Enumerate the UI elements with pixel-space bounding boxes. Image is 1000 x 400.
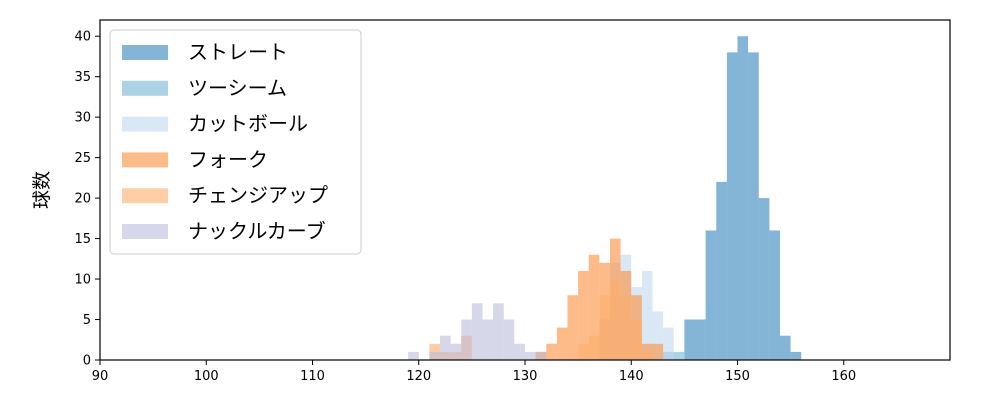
bar-series-3-bin-4 xyxy=(578,270,589,360)
legend-box xyxy=(109,29,362,255)
x-tick-label: 160 xyxy=(831,369,856,384)
bar-series-3-bin-1 xyxy=(546,343,557,360)
bar-series-0-bin-5 xyxy=(737,36,749,360)
bar-series-0-bin-3 xyxy=(716,181,727,360)
bar-series-5-bin-5 xyxy=(471,303,483,360)
y-tick-label: 40 xyxy=(74,30,91,45)
bar-series-4-bin-8 xyxy=(610,279,621,360)
bar-series-0-bin-4 xyxy=(726,52,738,360)
bar-series-2-bin-6 xyxy=(663,327,674,360)
bar-series-4-bin-10 xyxy=(631,319,642,360)
y-tick-label: 25 xyxy=(74,151,91,166)
bar-series-0-bin-6 xyxy=(748,52,759,360)
y-axis: 0 5 10 15 20 25 30 35 40 xyxy=(74,30,100,369)
legend-label: チェンジアップ xyxy=(188,183,328,207)
y-tick-label: 20 xyxy=(74,192,91,207)
legend-label: ストレート xyxy=(188,40,288,64)
bar-series-0-bin-7 xyxy=(758,198,770,360)
bar-series-4-bin-9 xyxy=(620,295,632,360)
x-tick-label: 150 xyxy=(725,369,750,384)
bar-series-5-bin-7 xyxy=(493,303,504,360)
bar-series-4-bin-11 xyxy=(641,351,653,360)
bar-series-5-bin-10 xyxy=(525,351,536,360)
bar-series-4-bin-6 xyxy=(588,335,600,360)
bar-series-5-bin-3 xyxy=(450,343,462,360)
bar-series-3-bin-5 xyxy=(588,254,600,360)
legend-label: カットボール xyxy=(188,112,308,136)
y-axis-label: 球数 xyxy=(31,171,53,209)
bar-series-5-bin-9 xyxy=(514,343,525,360)
legend-swatch xyxy=(122,45,168,60)
legend-swatch xyxy=(122,188,168,204)
bar-series-5-bin-6 xyxy=(482,319,494,360)
legend-swatch xyxy=(122,116,168,132)
x-tick-label: 100 xyxy=(194,369,219,384)
legend-swatch xyxy=(122,152,168,168)
legend-swatch xyxy=(122,80,168,96)
bar-series-5-bin-8 xyxy=(503,319,515,360)
bars-layer xyxy=(408,36,802,360)
bar-series-0-bin-1 xyxy=(684,319,706,360)
y-tick-label: 15 xyxy=(74,232,91,247)
bar-series-0-bin-8 xyxy=(769,230,780,360)
bar-series-2-bin-4 xyxy=(641,270,653,360)
bar-series-3-bin-2 xyxy=(556,327,568,360)
bar-series-5-bin-11 xyxy=(535,351,547,360)
bar-series-4-bin-5 xyxy=(578,343,589,360)
y-tick-label: 30 xyxy=(74,111,91,126)
y-tick-label: 35 xyxy=(74,70,91,85)
bar-series-0-bin-10 xyxy=(790,351,802,360)
bar-series-5-bin-2 xyxy=(440,335,451,360)
legend-swatch xyxy=(122,224,168,239)
x-tick-label: 120 xyxy=(406,369,431,384)
x-tick-label: 90 xyxy=(92,369,109,384)
legend-label: ナックルカーブ xyxy=(188,219,326,243)
bar-series-0-bin-9 xyxy=(780,335,791,360)
bar-series-5-bin-4 xyxy=(461,319,472,360)
legend-label: ツーシーム xyxy=(188,76,287,100)
bar-series-3-bin-3 xyxy=(567,295,579,360)
bar-series-2-bin-5 xyxy=(652,311,664,360)
y-tick-label: 0 xyxy=(83,354,91,369)
bar-series-0-bin-2 xyxy=(705,230,717,360)
bar-series-4-bin-7 xyxy=(599,295,610,360)
x-axis: 90 100 110 120 130 140 150 160 xyxy=(92,360,856,384)
bar-series-5-bin-1 xyxy=(429,351,440,360)
bar-series-5-bin-0 xyxy=(408,351,419,360)
y-tick-label: 10 xyxy=(74,273,91,288)
x-tick-label: 140 xyxy=(619,369,644,384)
y-tick-label: 5 xyxy=(83,313,91,328)
legend-label: フォーク xyxy=(188,147,268,171)
x-tick-label: 130 xyxy=(513,369,538,384)
bar-series-3-bin-11 xyxy=(652,343,664,360)
x-tick-label: 110 xyxy=(300,369,325,384)
